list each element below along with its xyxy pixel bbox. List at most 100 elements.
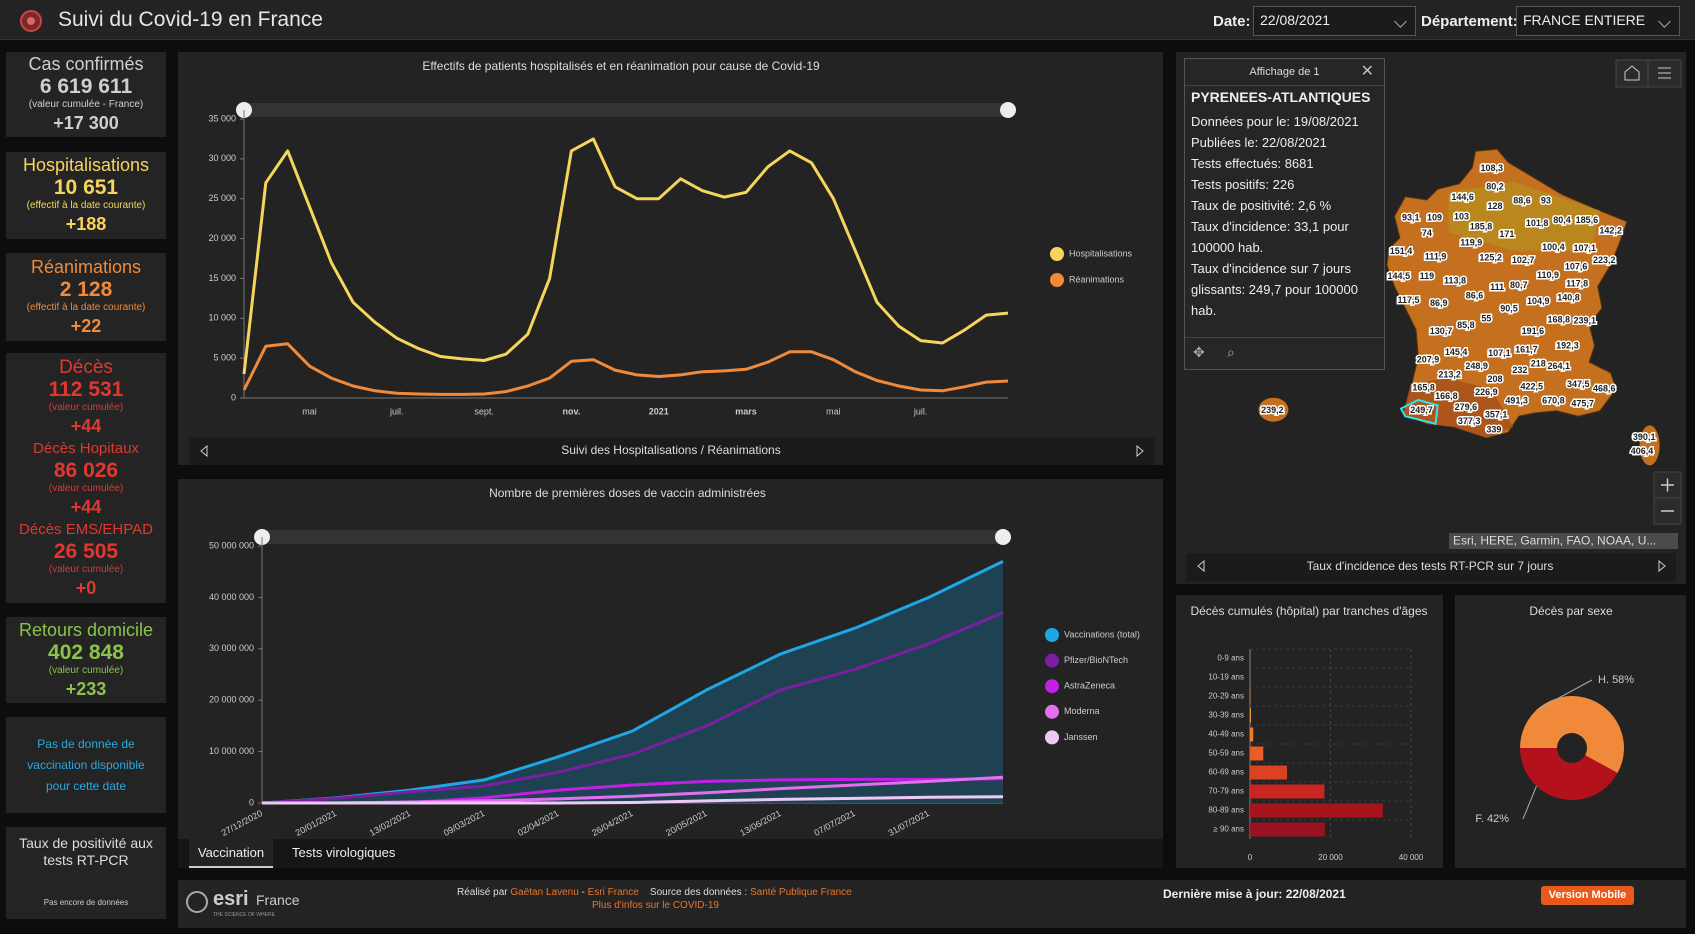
y-tick-label: 60-69 ans xyxy=(1208,768,1244,777)
map-label: 55 xyxy=(1481,313,1491,323)
stat-delta: +0 xyxy=(75,577,97,598)
series-line xyxy=(262,795,1004,805)
area xyxy=(262,561,1003,803)
text: Source des données : xyxy=(649,887,748,898)
stat-card: Réanimations 2 128 (effectif à la date cou… xyxy=(6,253,166,341)
pie-label: F. 42% xyxy=(1475,813,1509,825)
popup-line: Taux d'incidence: 33,1 pour 100000 hab. xyxy=(1191,219,1349,255)
series-line xyxy=(242,342,1009,396)
pan-button[interactable]: ✥ xyxy=(1193,344,1205,360)
pie-label-name: H. xyxy=(1598,674,1609,686)
stat-title: Retours domicile xyxy=(18,619,154,640)
bar xyxy=(1250,822,1325,837)
link[interactable]: Plus d'infos sur le COVID-19 xyxy=(592,900,719,911)
range-slider xyxy=(262,530,1003,544)
popup-heading: PYRENEES-ATLANTIQUES xyxy=(1191,89,1371,105)
legend-label: Vaccinations (total) xyxy=(1064,629,1140,639)
dept-select[interactable]: FRANCE ENTIERE xyxy=(1516,6,1680,36)
header: Suivi du Covid-19 en France Date: 22/08/… xyxy=(0,0,1695,40)
zoom-button[interactable]: ⌕ xyxy=(1227,344,1235,360)
popup-toolbar: ✥ ⌕ xyxy=(1185,337,1384,369)
popup-line: Tests positifs: 226 xyxy=(1191,177,1295,192)
slider-handle[interactable] xyxy=(1000,102,1016,118)
prev-button[interactable] xyxy=(1197,559,1205,573)
stat-title: Cas confirmés xyxy=(28,54,144,74)
prev-button[interactable] xyxy=(200,444,208,458)
tab[interactable]: Vaccination xyxy=(189,839,273,868)
date-label: Date: xyxy=(1213,13,1251,30)
map-label: 491,3 xyxy=(1505,395,1528,405)
map-label: 232 xyxy=(1512,365,1527,375)
pie-label-value: 42% xyxy=(1487,813,1509,825)
map-label: 168,8 xyxy=(1548,314,1571,324)
link[interactable]: Esri France xyxy=(587,887,639,898)
map-label: 93,1 xyxy=(1402,213,1420,223)
stat-delta: +17 300 xyxy=(53,113,119,133)
stat-note: (valeur cumulée) xyxy=(48,664,124,676)
stat-delta: +22 xyxy=(70,315,102,336)
y-tick-label: ≥ 90 ans xyxy=(1213,825,1244,834)
close-button[interactable]: ✕ xyxy=(1360,63,1374,80)
map-label: 109 xyxy=(1427,213,1442,223)
stat-delta: +44 xyxy=(70,496,102,517)
map-label: 165,8 xyxy=(1412,382,1435,392)
slider-handle[interactable] xyxy=(995,529,1011,545)
x-tick-label: 40 000 xyxy=(1399,853,1424,862)
map-reunion xyxy=(1258,397,1289,422)
x-tick-label: nov. xyxy=(563,406,581,416)
stat-value: 26 505 xyxy=(53,539,119,563)
home-icon xyxy=(1624,65,1640,81)
y-tick-label: 0-9 ans xyxy=(1217,654,1244,663)
stat-note: (effectif à la date courante) xyxy=(26,200,146,211)
link[interactable]: Santé Publique France xyxy=(750,887,852,898)
home-button[interactable] xyxy=(1615,59,1649,88)
map-label: 93 xyxy=(1541,195,1551,205)
stat-value: 6 619 611 xyxy=(39,75,133,98)
y-tick-label: 10 000 000 xyxy=(209,746,254,756)
x-tick-label: sept. xyxy=(474,406,494,416)
y-tick-label: 0 xyxy=(249,797,254,807)
legend-marker xyxy=(1045,653,1059,668)
map-label: 475,7 xyxy=(1571,399,1594,409)
chart-title: Nombre de premières doses de vaccin admi… xyxy=(489,486,766,500)
map-label: 422,5 xyxy=(1521,381,1544,391)
legend-label: AstraZeneca xyxy=(1064,681,1115,691)
map-label: 144,6 xyxy=(1451,192,1474,202)
map-label: 90,5 xyxy=(1500,304,1518,314)
y-tick-label: 50 000 000 xyxy=(209,540,254,550)
stat-card: Retours domicile 402 848 (valeur cumulée) +… xyxy=(6,617,166,703)
x-tick-label: 20/05/2021 xyxy=(664,808,708,838)
map-label: 347,5 xyxy=(1567,379,1590,389)
pie-label-value: 58% xyxy=(1612,674,1634,686)
y-tick-label: 0 xyxy=(231,392,236,402)
map-label: 113,8 xyxy=(1444,275,1466,285)
next-button[interactable] xyxy=(1136,444,1144,458)
link[interactable]: Gaëtan Lavenu xyxy=(510,887,579,898)
y-tick-label: 15 000 xyxy=(208,273,236,283)
text: Réalisé par xyxy=(457,887,508,898)
x-tick-label: 27/12/2020 xyxy=(220,808,264,838)
y-tick-label: 30 000 000 xyxy=(209,643,254,653)
y-tick-label: 25 000 xyxy=(208,193,236,203)
legend-label: Janssen xyxy=(1064,732,1098,742)
date-select[interactable]: 22/08/2021 xyxy=(1253,6,1416,36)
mobile-button[interactable]: Version Mobile xyxy=(1541,886,1634,905)
stat-value: 112 531 xyxy=(48,377,124,401)
stat-title: Réanimations xyxy=(30,256,142,277)
attribution: Esri, HERE, Garmin, FAO, NOAA, U... xyxy=(1453,534,1656,548)
popup: Affichage de 1 ✕ PYRENEES-ATLANTIQUES Do… xyxy=(1184,58,1385,370)
x-tick-label: 09/03/2021 xyxy=(442,808,486,838)
map-label: 357,1 xyxy=(1485,409,1508,419)
popup-body: PYRENEES-ATLANTIQUES Données pour le: 19… xyxy=(1185,86,1384,324)
dept-label: Département: xyxy=(1421,13,1518,30)
map-label: 207,9 xyxy=(1417,354,1440,364)
bar xyxy=(1250,708,1252,723)
next-button[interactable] xyxy=(1658,559,1666,573)
tab[interactable]: Tests virologiques xyxy=(292,845,396,860)
app-title: Suivi du Covid-19 en France xyxy=(58,8,323,31)
map-label: 166,8 xyxy=(1435,391,1458,401)
popup-line: Données pour le: 19/08/2021 xyxy=(1191,114,1359,129)
map-label: 377,3 xyxy=(1458,416,1481,426)
map-label: 248,9 xyxy=(1465,361,1488,371)
